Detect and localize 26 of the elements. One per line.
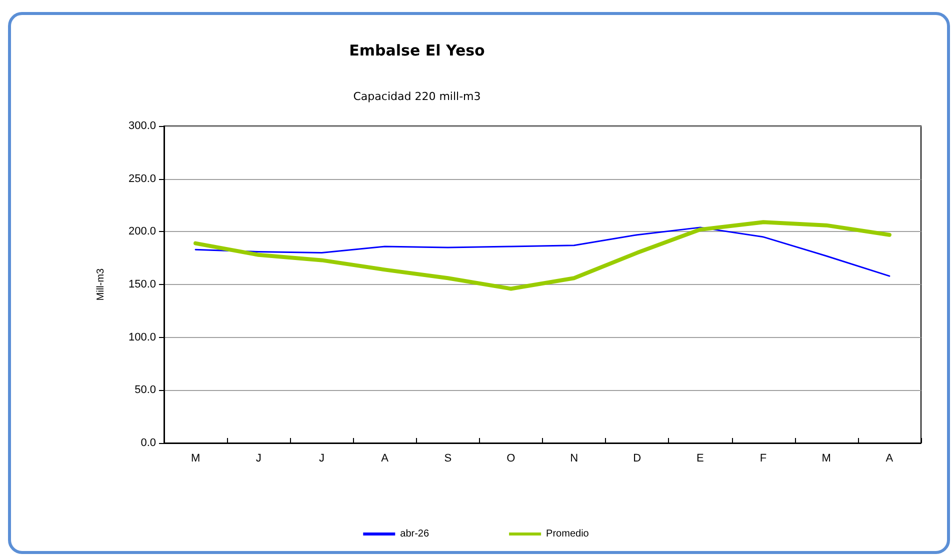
chart-subtitle: Capacidad 220 mill-m3 xyxy=(353,90,481,103)
legend-label: Promedio xyxy=(546,528,590,540)
legend-label: abr-26 xyxy=(400,528,430,540)
y-tick-label: 300.0 xyxy=(128,120,156,132)
x-tick-label: J xyxy=(256,452,262,464)
x-tick-label: S xyxy=(444,452,452,464)
chart-title: Embalse El Yeso xyxy=(349,42,485,60)
y-tick-label: 0.0 xyxy=(140,437,156,449)
line-series xyxy=(194,226,890,277)
x-tick-label: J xyxy=(318,452,324,464)
x-tick-label: E xyxy=(696,452,704,464)
x-tick-label: A xyxy=(381,452,390,464)
y-tick-label: 50.0 xyxy=(134,384,156,396)
x-tick-label: D xyxy=(633,452,642,464)
x-tick-label: M xyxy=(822,452,831,464)
x-tick-label: A xyxy=(886,452,894,464)
line-series xyxy=(194,220,892,291)
y-axis-title: Mill-m3 xyxy=(96,268,106,301)
y-tick-label: 150.0 xyxy=(128,278,156,290)
x-tick-label: O xyxy=(506,452,516,464)
y-tick-label: 100.0 xyxy=(128,331,156,344)
x-tick-label: N xyxy=(570,452,578,464)
y-tick-label: 200.0 xyxy=(128,226,156,238)
y-tick-label: 250.0 xyxy=(128,172,156,185)
x-tick-label: M xyxy=(190,452,200,464)
x-tick-label: F xyxy=(760,452,767,464)
